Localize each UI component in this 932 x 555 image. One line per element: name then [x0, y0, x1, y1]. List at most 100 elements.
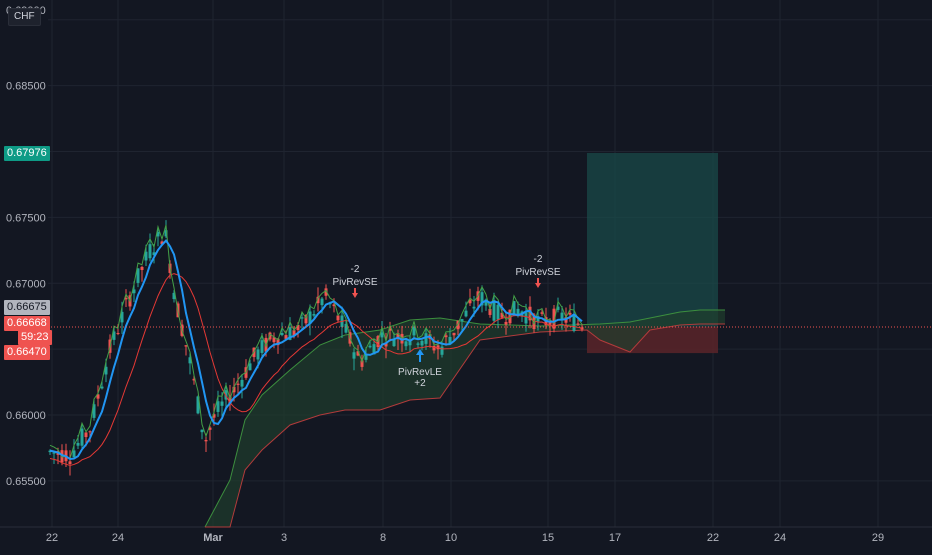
- symbol-badge[interactable]: CHF: [8, 8, 41, 26]
- candle: [184, 345, 188, 356]
- candle-body: [540, 312, 544, 314]
- candle-body: [420, 340, 424, 346]
- candle-body: [240, 379, 244, 387]
- candle: [268, 331, 272, 342]
- candle-body: [332, 304, 336, 307]
- candle: [156, 229, 160, 247]
- candle: [316, 287, 320, 312]
- candle-body: [104, 366, 108, 375]
- candle-body: [496, 304, 500, 320]
- candle-body: [208, 427, 212, 430]
- candle-body: [140, 266, 144, 271]
- candle-body: [284, 335, 288, 339]
- candle: [344, 318, 348, 334]
- candle: [448, 327, 452, 346]
- candle-body: [380, 332, 384, 338]
- candle-body: [480, 292, 484, 306]
- candle-body: [460, 319, 464, 322]
- candle-body: [260, 340, 264, 353]
- candle-body: [276, 338, 280, 346]
- candle: [136, 268, 140, 288]
- candle-body: [516, 308, 520, 317]
- candle-body: [116, 333, 120, 335]
- candle-body: [224, 390, 228, 400]
- candle-body: [500, 312, 504, 318]
- candle: [312, 310, 316, 318]
- candle-body: [136, 268, 140, 283]
- candle: [452, 332, 456, 341]
- candle-body: [268, 332, 272, 340]
- candle: [80, 423, 84, 449]
- candle-body: [172, 292, 176, 300]
- candle: [480, 285, 484, 313]
- candle: [568, 304, 572, 322]
- long-arrow-icon: [416, 349, 424, 362]
- candle-body: [272, 337, 276, 343]
- candle-body: [292, 330, 296, 336]
- time-tick-label: 15: [542, 532, 554, 544]
- candle: [540, 309, 544, 316]
- candle-body: [384, 342, 388, 347]
- candle-body: [368, 345, 372, 348]
- candle-body: [392, 339, 396, 347]
- signal-annotation-long: PivRevLE+2: [398, 349, 442, 389]
- price-tick-label: 0.68500: [6, 81, 46, 93]
- candle-body: [416, 343, 420, 345]
- candle-body: [464, 310, 468, 317]
- candle: [72, 439, 76, 460]
- candle-body: [352, 352, 356, 359]
- candle-body: [572, 315, 576, 331]
- candle-body: [132, 289, 136, 294]
- candle: [140, 265, 144, 282]
- candle-body: [364, 353, 368, 360]
- candle-body: [312, 314, 316, 316]
- candle-body: [568, 312, 572, 315]
- candle: [460, 318, 464, 331]
- candle-body: [316, 296, 320, 304]
- stop-price-tag: 0.66470: [4, 345, 50, 360]
- candle-body: [344, 323, 348, 333]
- candle: [284, 330, 288, 340]
- candle: [384, 332, 388, 359]
- candle-body: [300, 317, 304, 319]
- candle: [196, 395, 200, 415]
- position-tool: [587, 153, 718, 354]
- candle-body: [76, 442, 80, 446]
- candle-body: [532, 314, 536, 330]
- candle-body: [184, 345, 188, 347]
- candle-body: [432, 345, 436, 351]
- candle-body: [356, 351, 360, 356]
- candle-body: [308, 311, 312, 324]
- signal-label-line: PivRevSE: [515, 267, 560, 278]
- time-tick-label: 3: [281, 532, 287, 544]
- candle-body: [216, 401, 220, 412]
- candle: [208, 426, 212, 441]
- candle: [248, 359, 252, 371]
- candle: [124, 289, 128, 307]
- candle-body: [160, 241, 164, 245]
- candle: [556, 297, 560, 313]
- candle-body: [528, 306, 532, 321]
- senkou-span-a: [204, 309, 725, 528]
- candle-body: [388, 328, 392, 331]
- ichimoku-cloud: [204, 309, 725, 528]
- target-price-tag: 0.67976: [4, 146, 50, 161]
- short-arrow-icon: [352, 288, 358, 298]
- time-tick-label: 24: [774, 532, 786, 544]
- candle-body: [296, 325, 300, 331]
- chikou-line: [49, 224, 583, 460]
- candle: [188, 353, 192, 375]
- candle-body: [280, 332, 284, 336]
- signal-annotation-short: -2 PivRevSE: [515, 254, 561, 288]
- price-tick-label: 0.67000: [6, 278, 46, 290]
- candle: [304, 314, 308, 326]
- last-close-price-tag: 0.66675: [4, 300, 50, 315]
- candle-body: [192, 378, 196, 381]
- candle-body: [188, 357, 192, 364]
- candle-body: [504, 321, 508, 325]
- signal-label-line: -2: [351, 264, 360, 275]
- time-tick-label: Mar: [203, 532, 223, 544]
- candle: [148, 233, 152, 262]
